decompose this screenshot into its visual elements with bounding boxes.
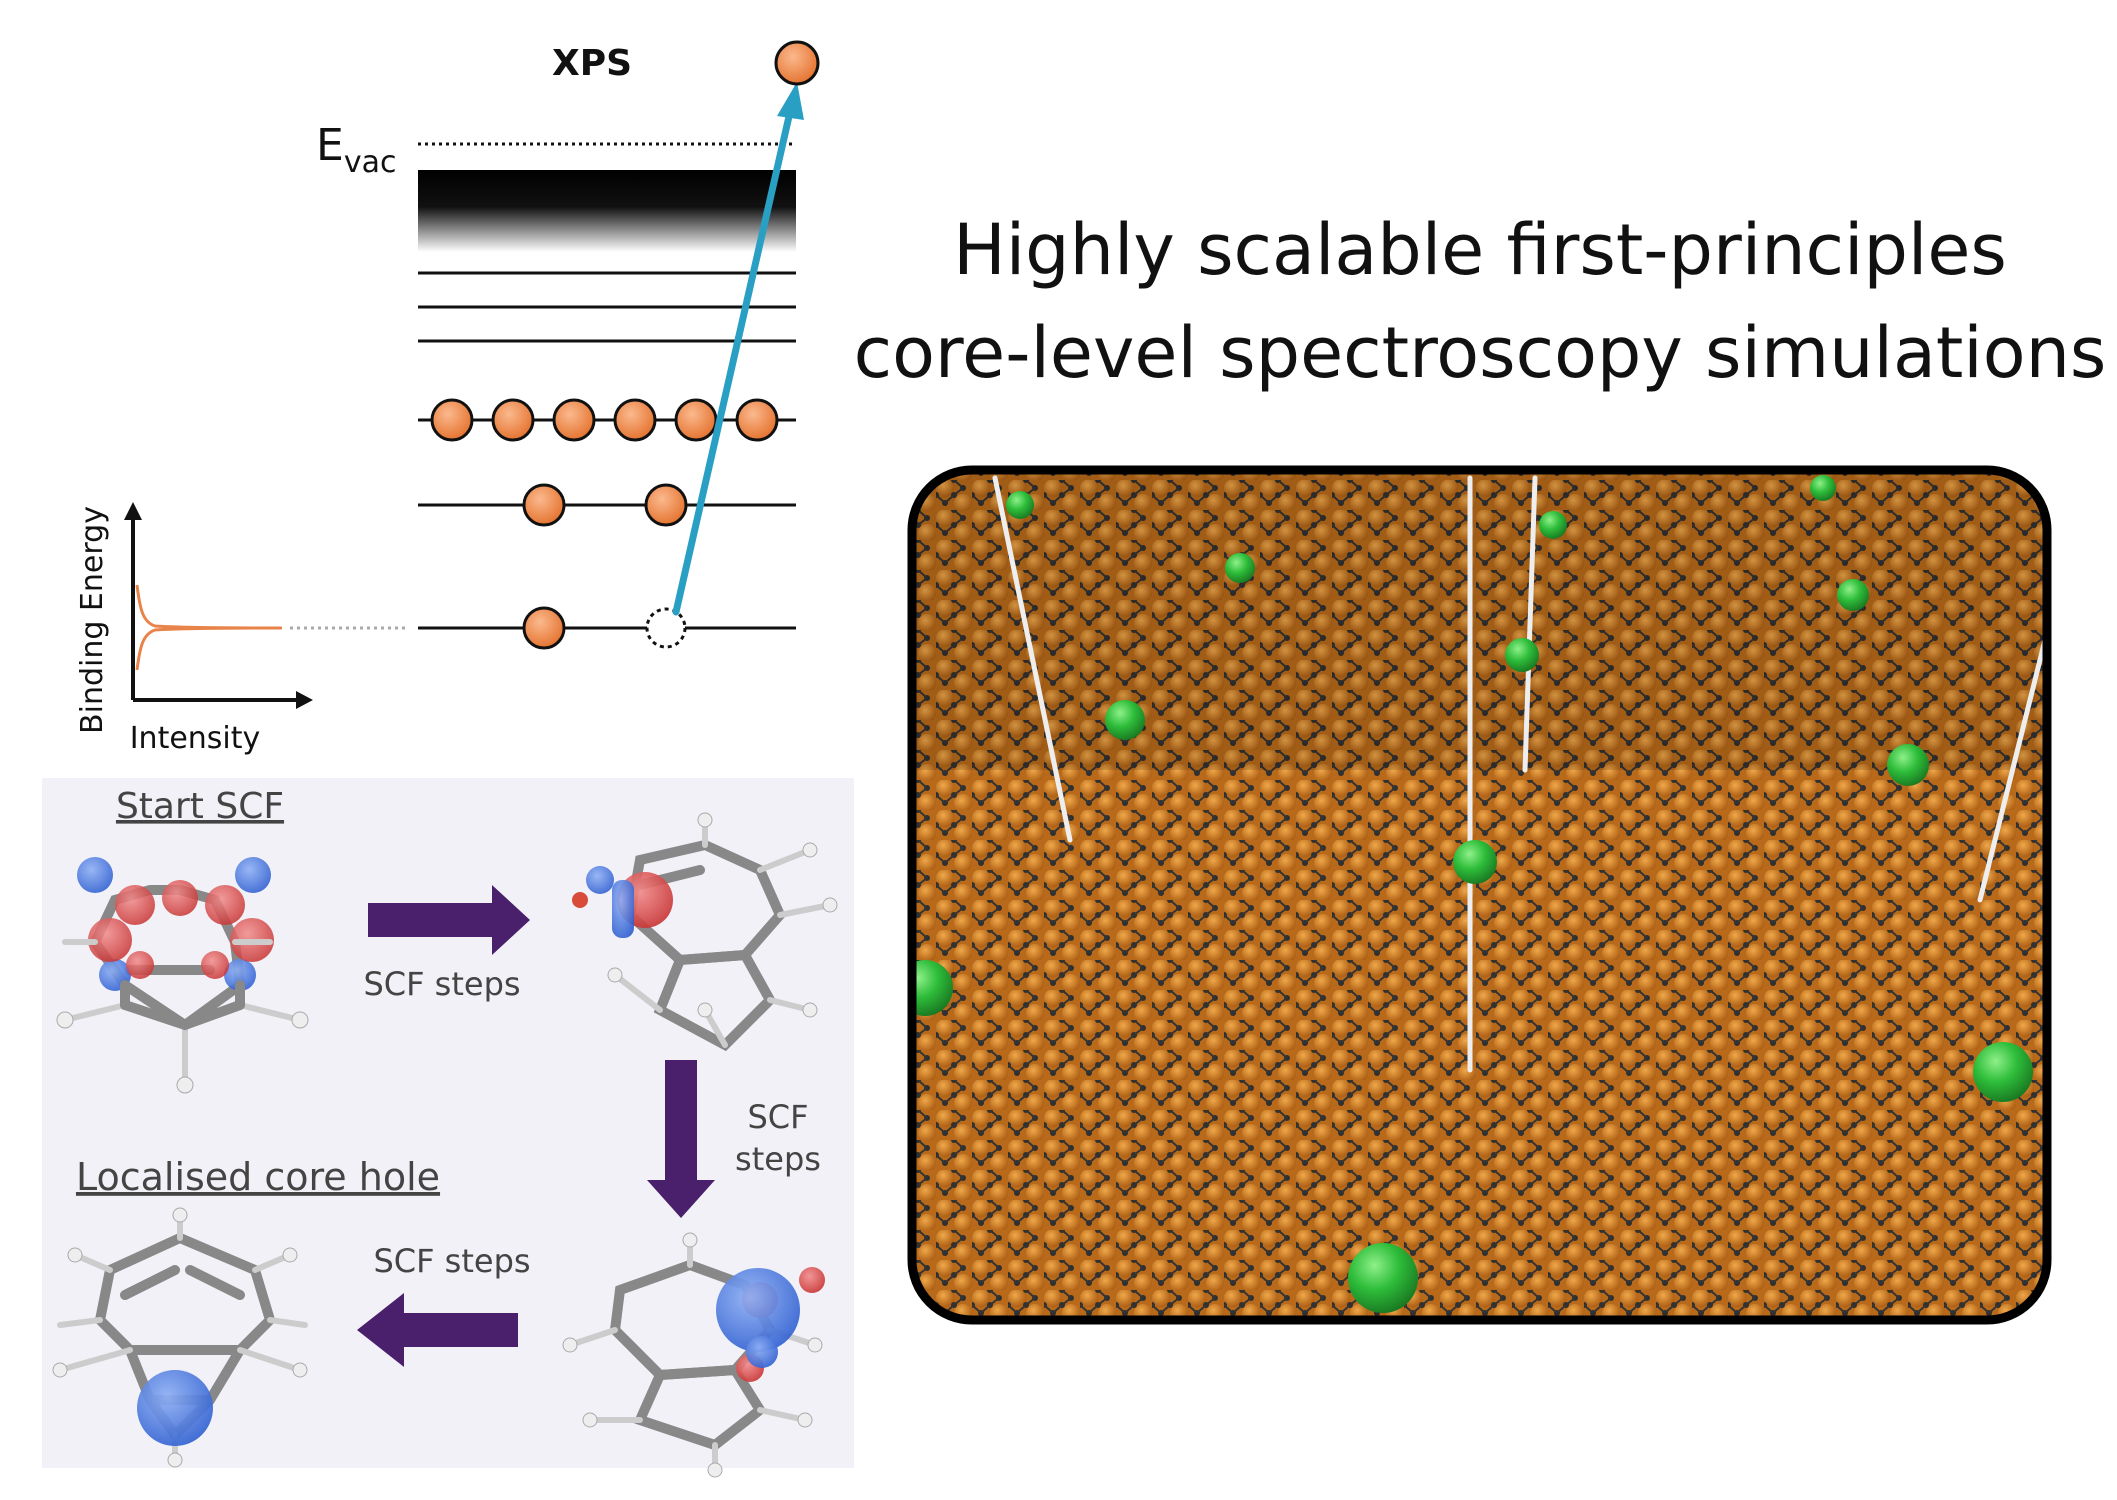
electron <box>430 398 474 442</box>
heading-line-2: core-level spectroscopy simulations <box>853 312 2107 394</box>
heading-line-1: Highly scalable first-principles <box>953 209 2007 291</box>
emitted-electron <box>774 40 820 86</box>
scf-steps-label-right-2: steps <box>735 1140 821 1178</box>
y-axis-label: Binding Energy <box>75 506 110 734</box>
electron <box>491 398 535 442</box>
valence-band <box>418 170 796 252</box>
localised-core-hole-label: Localised core hole <box>76 1155 440 1199</box>
adsorbate-atom <box>1973 1042 2033 1102</box>
scf-step-arrow-right <box>368 885 530 955</box>
surface-simulation-render <box>907 465 2052 1325</box>
adsorbate-atom <box>1810 475 1836 501</box>
y-axis-arrowhead <box>124 502 142 520</box>
photoemission-arrow <box>672 108 794 616</box>
electron <box>644 483 688 527</box>
scf-panel: Start SCF <box>42 778 854 1478</box>
vacuum-level-label: Evac <box>316 120 396 180</box>
probe-lines <box>992 475 2047 1073</box>
energy-level-diagram: XPS Evac <box>316 40 820 650</box>
adsorbate-atom <box>1006 491 1034 519</box>
adsorbate-atom <box>912 960 953 1016</box>
orbital-lobe <box>716 1268 800 1352</box>
start-scf-label: Start SCF <box>116 786 284 827</box>
orbital-lobe <box>115 885 155 925</box>
adsorbate-atom <box>1453 840 1497 884</box>
orbital-lobe <box>235 857 271 893</box>
x-axis-label: Intensity <box>130 721 261 756</box>
copper-graphene-surface <box>912 470 2047 1320</box>
xps-title: XPS <box>552 43 632 84</box>
electron <box>522 483 566 527</box>
electron <box>552 398 596 442</box>
molecule-intermediate-1 <box>572 812 838 1052</box>
scf-panel-background <box>42 778 854 1468</box>
core-hole-orbital <box>137 1370 213 1446</box>
orbital-lobe <box>612 880 634 938</box>
electron <box>522 606 566 650</box>
scf-step-arrow-left <box>357 1293 518 1367</box>
orbital-lobe <box>88 918 132 962</box>
scf-steps-label-bottom: SCF steps <box>373 1242 530 1280</box>
adsorbate-atom <box>1225 553 1255 583</box>
scf-steps-label-right-1: SCF <box>747 1098 808 1136</box>
adsorbate-atom <box>1348 1243 1418 1313</box>
adsorbate-atom <box>1105 700 1145 740</box>
electron <box>613 398 657 442</box>
x-axis-arrowhead <box>296 691 313 709</box>
orbital-lobe <box>201 951 229 979</box>
orbital-lobe <box>162 880 198 916</box>
orbital-lobe <box>205 885 245 925</box>
adsorbate-atoms <box>912 475 2033 1313</box>
electron-row-1 <box>430 398 779 442</box>
xps-spectrum-plot: Binding Energy Intensity <box>75 502 405 756</box>
scf-step-arrow-down <box>647 1060 715 1218</box>
adsorbate-atom <box>1539 511 1567 539</box>
electron <box>674 398 718 442</box>
molecule-start <box>56 857 309 1094</box>
spectrum-peak <box>135 584 283 671</box>
core-hole <box>645 607 687 649</box>
orbital-lobe <box>224 959 256 991</box>
photoemission-arrowhead <box>777 82 804 120</box>
adsorbate-atom <box>1887 744 1929 786</box>
orbital-lobe <box>126 951 154 979</box>
adsorbate-atom <box>1837 579 1869 611</box>
molecule-intermediate-2 <box>562 1232 825 1478</box>
orbital-lobe <box>799 1267 825 1293</box>
orbital-lobe <box>77 857 113 893</box>
molecule-localised <box>52 1207 308 1468</box>
scf-steps-label-top: SCF steps <box>363 965 520 1003</box>
electron <box>735 398 779 442</box>
render-frame <box>907 465 2052 1325</box>
adsorbate-atom <box>1505 638 1539 672</box>
